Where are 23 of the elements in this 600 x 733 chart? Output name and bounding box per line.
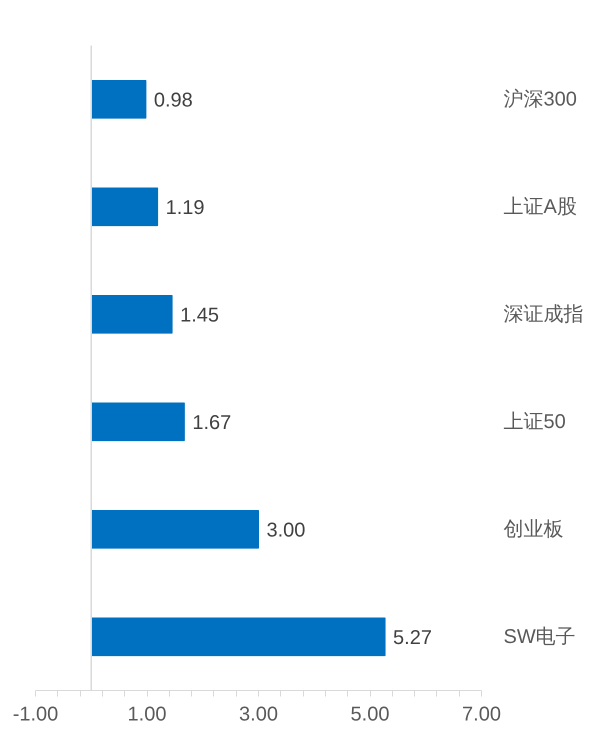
data-label: 0.98: [154, 89, 193, 112]
y-tick-label: 深证成指: [504, 303, 584, 326]
data-label: 1.67: [192, 412, 232, 434]
y-tick-label: 上证A股: [504, 196, 577, 218]
x-tick-label: -1.00: [12, 704, 58, 726]
y-tick-label: 沪深300: [504, 87, 577, 110]
y-tick-label: SW电子: [504, 626, 576, 648]
x-tick-label: 7.00: [462, 704, 501, 726]
y-tick-label: 创业板: [504, 518, 564, 540]
bar: [90, 187, 158, 226]
bar: [90, 402, 185, 442]
bar: [90, 80, 146, 119]
bar: [90, 510, 259, 549]
data-label: 1.19: [166, 196, 205, 219]
x-tick-label: 1.00: [128, 704, 166, 726]
data-label: 5.27: [393, 626, 432, 649]
data-label: 1.45: [180, 304, 220, 326]
y-tick-label: 上证50: [504, 410, 566, 433]
x-tick-label: 5.00: [350, 704, 390, 726]
data-label: 3.00: [266, 519, 306, 542]
x-tick-label: 3.00: [239, 704, 278, 726]
bar: [90, 294, 173, 334]
bar: [90, 617, 386, 656]
